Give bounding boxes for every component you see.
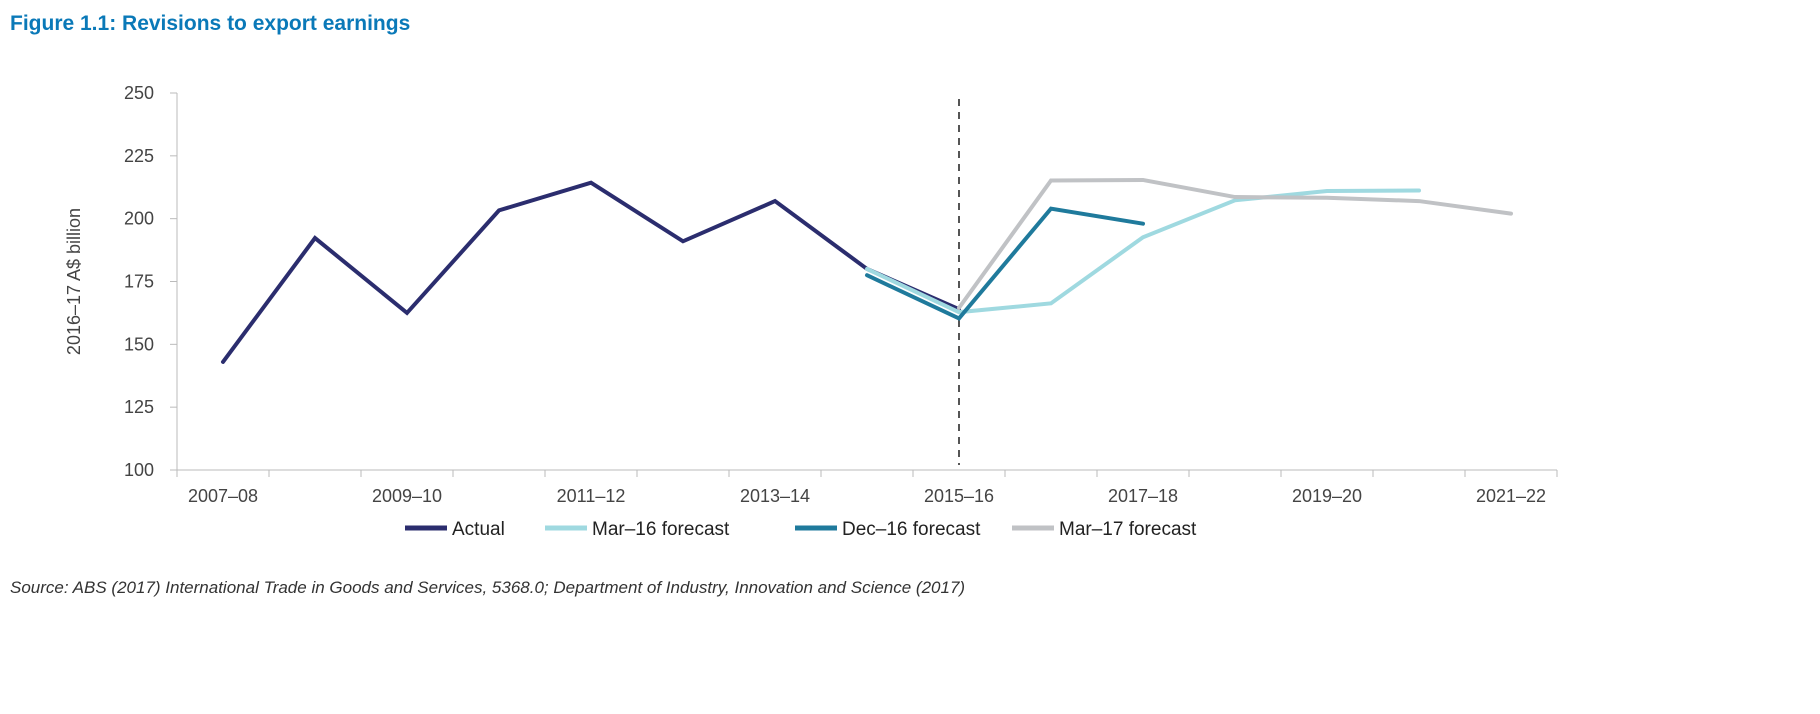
y-tick-label: 200 [124, 209, 154, 229]
series-line-mar-16-forecast [865, 188, 1421, 315]
series-line-dec-16-forecast [865, 206, 1145, 321]
x-tick-label: 2019–20 [1292, 486, 1362, 506]
legend-label: Dec–16 forecast [842, 519, 981, 540]
x-tick-label: 2013–14 [740, 486, 810, 506]
x-tick-label: 2015–16 [924, 486, 994, 506]
legend-label: Mar–17 forecast [1059, 519, 1197, 540]
y-tick-label: 225 [124, 146, 154, 166]
x-tick-label: 2021–22 [1476, 486, 1546, 506]
y-axis-label: 2016–17 A$ billion [64, 208, 84, 355]
y-tick-label: 175 [124, 272, 154, 292]
y-tick-label: 250 [124, 83, 154, 103]
x-tick-label: 2007–08 [188, 486, 258, 506]
y-tick-label: 100 [124, 460, 154, 480]
chart-title: Figure 1.1: Revisions to export earnings [10, 12, 411, 35]
legend-label: Actual [452, 519, 505, 540]
series-line-mar-17-forecast [957, 177, 1513, 310]
x-tick-label: 2011–12 [557, 486, 626, 506]
y-tick-label: 125 [124, 397, 154, 417]
legend-label: Mar–16 forecast [592, 519, 730, 540]
y-tick-label: 150 [124, 334, 154, 354]
source-note: Source: ABS (2017) International Trade i… [10, 578, 966, 597]
x-tick-label: 2009–10 [372, 486, 442, 506]
series-line-actual [221, 180, 961, 364]
x-tick-label: 2017–18 [1108, 486, 1178, 506]
